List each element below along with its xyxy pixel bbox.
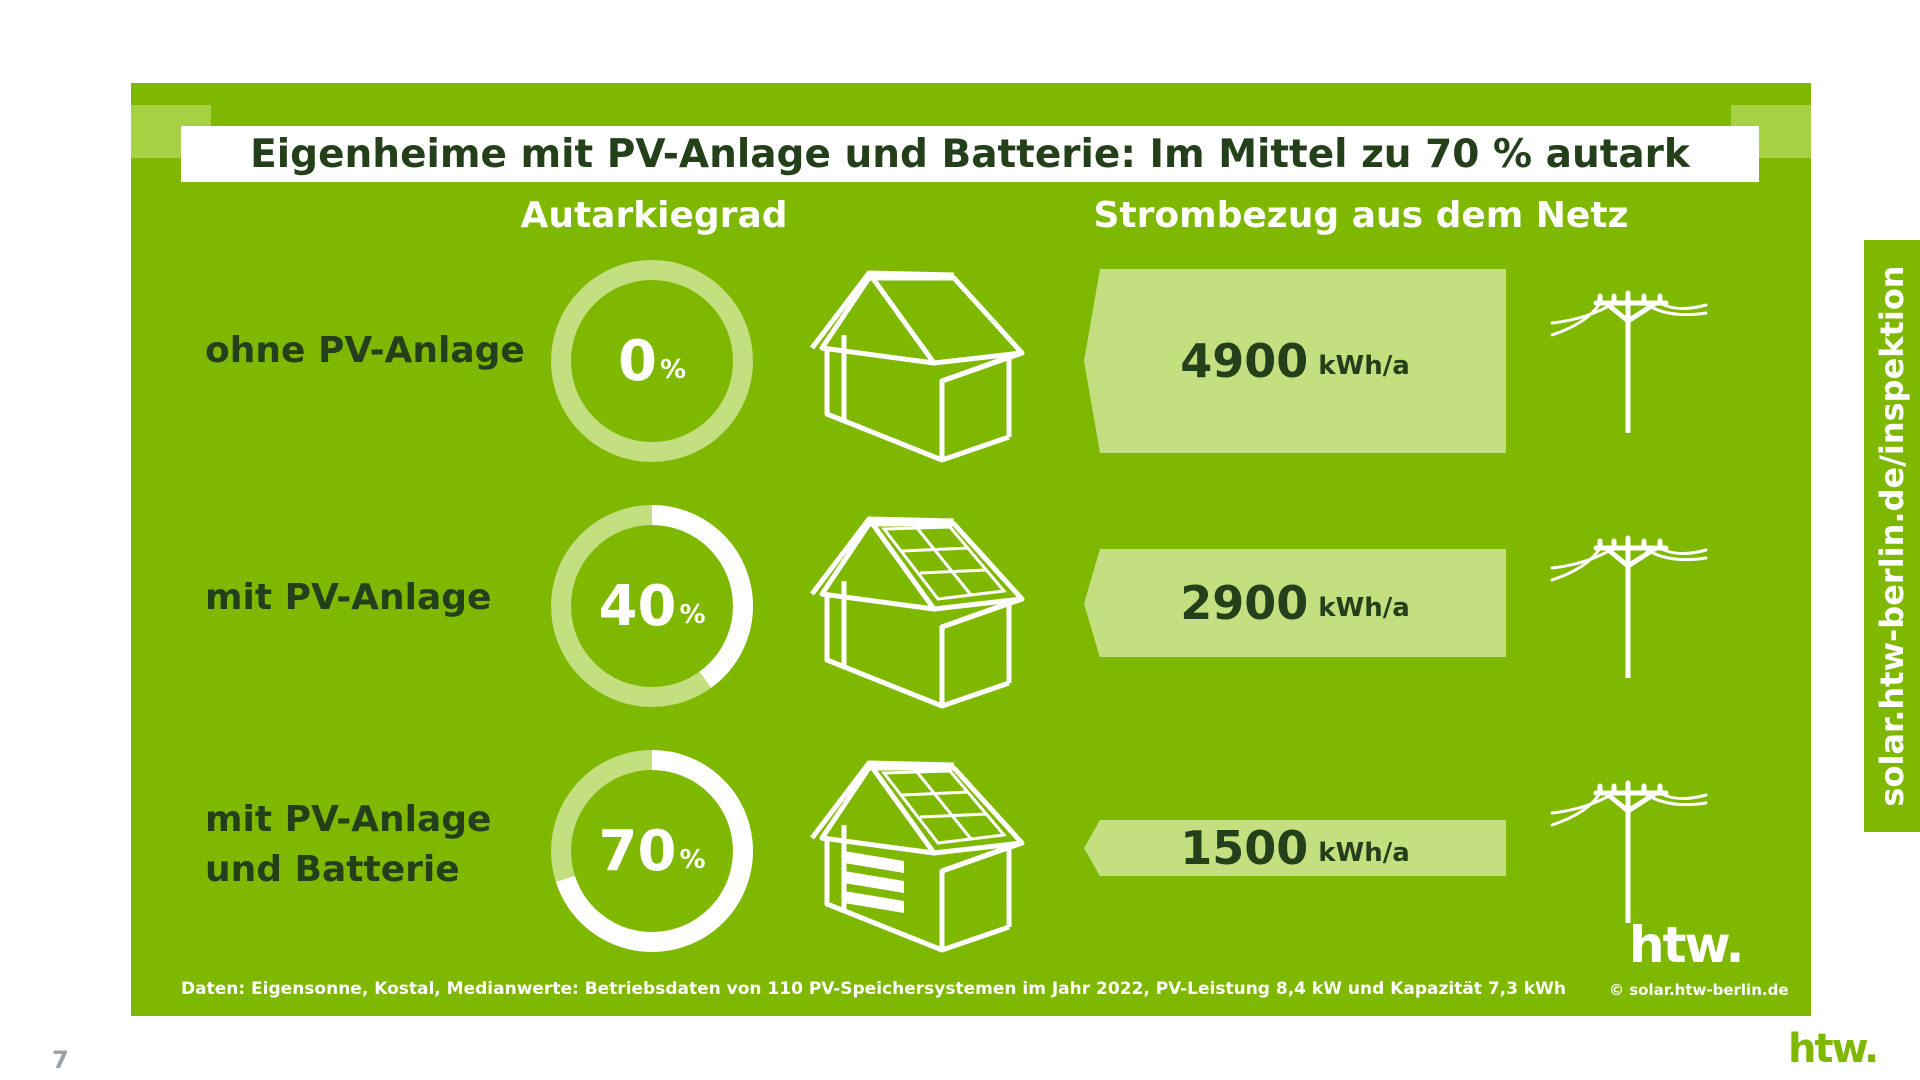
htw-logo: htw. [1629,916,1744,974]
autarky-value-1: 40% [549,503,755,709]
power-pole-icon [1550,535,1708,678]
grid-number: 2900 [1180,575,1309,630]
ring-fill-2 [551,750,753,952]
autarky-value-2: 70% [549,748,755,954]
grid-arrow-shape-2 [1084,819,1506,877]
grid-arrow-2 [1084,819,1506,877]
grid-value-2: 1500 kWh/a [1084,820,1506,876]
autarky-number: 70 [598,818,677,884]
autarky-ring-0 [551,260,753,462]
row-label-text-1: mit PV-Anlage [205,577,492,618]
autarky-number: 0 [617,328,657,394]
ring-track-0 [551,260,753,462]
grid-arrow-shape-1 [1084,548,1506,658]
copyright-text: © solar.htw-berlin.de [1609,981,1789,999]
autarky-ring-1 [551,505,753,707]
house-solar-battery-icon [810,760,1025,953]
power-pole-icon [1550,780,1708,923]
grid-value-0: 4900 kWh/a [1084,269,1506,453]
grid-arrow-1 [1084,548,1506,658]
house-solar-icon [810,516,1025,709]
grid-unit: kWh/a [1318,351,1410,381]
row-label-0: ohne PV-Anlage [205,326,525,376]
grid-number: 1500 [1180,820,1309,875]
grid-column-header: Strombezug aus dem Netz [1093,195,1629,236]
grid-number: 4900 [1180,334,1309,388]
row-label-text-0: ohne PV-Anlage [205,330,525,371]
source-footnote: Daten: Eigensonne, Kostal, Medianwerte: … [181,979,1567,999]
grid-unit: kWh/a [1318,837,1410,868]
row-label-text-2: mit PV-Anlage und Batterie [205,799,492,890]
infographic-panel: Eigenheime mit PV-Anlage und Batterie: I… [131,83,1811,1016]
grid-arrow-0 [1084,269,1506,453]
autarky-value-0: 0% [549,258,755,464]
autarky-ring-2 [551,750,753,952]
side-url-text: solar.htw-berlin.de/inspektion [1873,265,1911,807]
autarky-unit: % [679,600,706,630]
autarky-column-header: Autarkiegrad [520,195,788,236]
row-label-1: mit PV-Anlage [205,573,491,623]
power-pole-icon [1550,290,1708,433]
house-icon [810,270,1025,463]
ring-fill-1 [551,505,753,707]
page-title: Eigenheime mit PV-Anlage und Batterie: I… [181,126,1759,182]
autarky-number: 40 [598,573,677,639]
htw-logo-corner: htw. [1788,1026,1879,1072]
grid-value-1: 2900 kWh/a [1084,549,1506,658]
autarky-unit: % [679,845,706,875]
grid-unit: kWh/a [1318,592,1410,623]
grid-arrow-shape-0 [1084,269,1506,453]
page-number: 7 [52,1046,69,1074]
row-label-2: mit PV-Anlage und Batterie [205,795,491,895]
autarky-unit: % [659,355,687,385]
side-url-tab [1864,240,1920,832]
